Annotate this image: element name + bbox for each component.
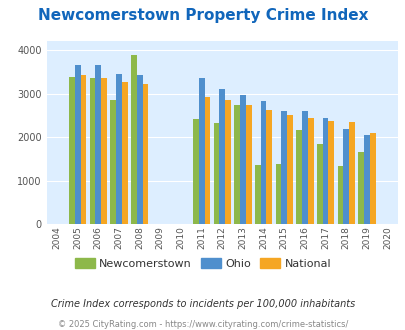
Bar xyxy=(254,165,260,224)
Bar xyxy=(239,95,245,224)
Bar xyxy=(116,74,121,224)
Bar xyxy=(90,78,95,224)
Bar xyxy=(245,105,251,224)
Bar xyxy=(75,65,80,224)
Text: Newcomerstown Property Crime Index: Newcomerstown Property Crime Index xyxy=(38,8,367,23)
Bar xyxy=(316,144,322,224)
Bar xyxy=(322,118,328,224)
Bar xyxy=(307,117,313,224)
Bar xyxy=(369,133,375,224)
Bar xyxy=(281,111,286,224)
Bar xyxy=(260,101,266,224)
Text: © 2025 CityRating.com - https://www.cityrating.com/crime-statistics/: © 2025 CityRating.com - https://www.city… xyxy=(58,320,347,329)
Bar xyxy=(213,123,219,224)
Bar xyxy=(136,75,142,224)
Legend: Newcomerstown, Ohio, National: Newcomerstown, Ohio, National xyxy=(70,254,335,273)
Bar xyxy=(301,112,307,224)
Bar xyxy=(343,129,348,224)
Bar xyxy=(348,122,354,224)
Bar xyxy=(95,65,101,224)
Bar xyxy=(275,164,281,224)
Bar xyxy=(101,78,107,224)
Bar xyxy=(131,55,136,224)
Bar xyxy=(219,89,225,224)
Bar xyxy=(328,121,333,224)
Bar xyxy=(80,75,86,224)
Bar xyxy=(110,100,116,224)
Bar xyxy=(69,77,75,224)
Bar xyxy=(363,135,369,224)
Bar xyxy=(122,82,127,224)
Bar xyxy=(266,110,272,224)
Bar xyxy=(204,97,210,224)
Bar xyxy=(357,151,363,224)
Bar xyxy=(192,119,198,224)
Bar xyxy=(225,100,230,224)
Bar xyxy=(337,166,343,224)
Bar xyxy=(296,130,301,224)
Text: Crime Index corresponds to incidents per 100,000 inhabitants: Crime Index corresponds to incidents per… xyxy=(51,299,354,309)
Bar xyxy=(286,115,292,224)
Bar xyxy=(198,78,204,224)
Bar xyxy=(234,105,239,224)
Bar xyxy=(142,84,148,224)
